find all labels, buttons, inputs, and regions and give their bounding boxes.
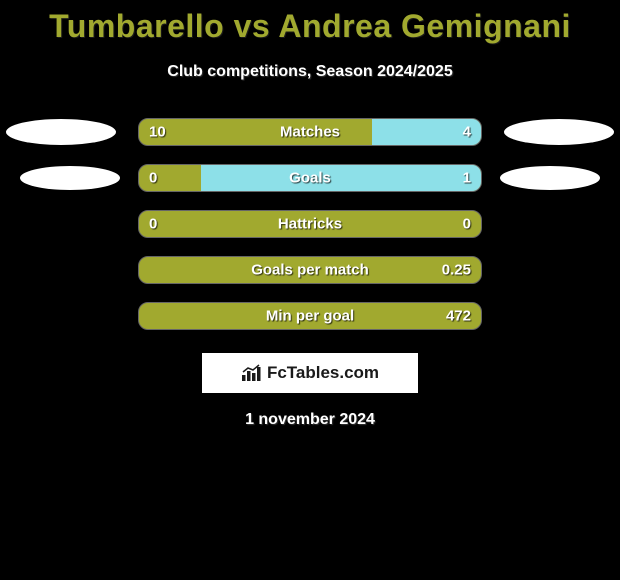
comparison-rows: 10 Matches 4 0 Goals 1 0 Hattricks 0 Goa…	[0, 109, 620, 339]
stat-label: Goals per match	[139, 262, 481, 279]
player-ellipse-left	[6, 119, 116, 145]
stat-right-value: 4	[463, 124, 471, 141]
stat-right-value: 0.25	[442, 262, 471, 279]
stat-row: Min per goal 472	[0, 293, 620, 339]
stat-row: 0 Hattricks 0	[0, 201, 620, 247]
player-ellipse-right	[504, 119, 614, 145]
stat-bar: 0 Goals 1	[138, 164, 482, 192]
stat-right-value: 1	[463, 170, 471, 187]
stat-bar: 0 Hattricks 0	[138, 210, 482, 238]
snapshot-date: 1 november 2024	[0, 411, 620, 429]
page-title: Tumbarello vs Andrea Gemignani	[0, 0, 620, 45]
stat-label: Min per goal	[139, 308, 481, 325]
stat-bar: Min per goal 472	[138, 302, 482, 330]
brand-box[interactable]: FcTables.com	[202, 353, 418, 393]
stat-label: Hattricks	[139, 216, 481, 233]
bar-chart-icon	[241, 364, 263, 382]
stat-bar: 10 Matches 4	[138, 118, 482, 146]
stat-row: 10 Matches 4	[0, 109, 620, 155]
player-ellipse-left	[20, 166, 120, 190]
stat-bar: Goals per match 0.25	[138, 256, 482, 284]
stat-right-value: 0	[463, 216, 471, 233]
brand-text: FcTables.com	[267, 363, 379, 383]
stat-label: Matches	[139, 124, 481, 141]
stat-row: 0 Goals 1	[0, 155, 620, 201]
player-ellipse-right	[500, 166, 600, 190]
stat-row: Goals per match 0.25	[0, 247, 620, 293]
subtitle: Club competitions, Season 2024/2025	[0, 63, 620, 81]
stat-right-value: 472	[446, 308, 471, 325]
stat-label: Goals	[139, 170, 481, 187]
